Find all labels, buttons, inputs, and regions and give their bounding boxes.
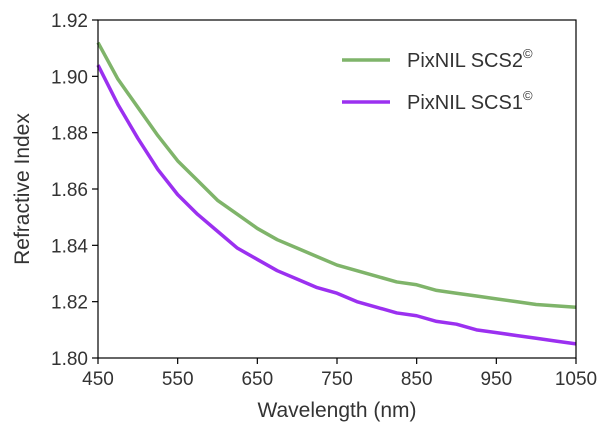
y-tick-label: 1.86 <box>51 180 88 201</box>
y-tick-label: 1.84 <box>51 236 88 257</box>
y-axis-label: Refractive Index <box>11 113 34 265</box>
y-tick-label: 1.82 <box>51 293 88 314</box>
x-tick-label: 950 <box>480 369 512 390</box>
y-tick-label: 1.92 <box>51 11 88 32</box>
x-tick-label: 550 <box>162 369 194 390</box>
legend: PixNIL SCS2© PixNIL SCS1© <box>342 46 533 114</box>
legend-label-2: PixNIL SCS1© <box>407 88 533 114</box>
x-tick-label: 750 <box>321 369 353 390</box>
x-tick-label: 450 <box>82 369 114 390</box>
series-layer <box>96 41 577 346</box>
y-tick-label: 1.80 <box>51 349 88 370</box>
series-line-2 <box>96 64 577 346</box>
x-tick-label: 650 <box>241 369 273 390</box>
y-tick-label: 1.88 <box>51 124 88 145</box>
x-axis-ticks: 450 550 650 750 850 950 1050 <box>82 358 597 390</box>
x-axis-label: Wavelength (nm) <box>257 399 416 422</box>
legend-label-1: PixNIL SCS2© <box>407 46 533 72</box>
x-tick-label: 1050 <box>555 369 597 390</box>
y-axis-ticks: 1.80 1.82 1.84 1.86 1.88 1.90 1.92 <box>51 11 98 370</box>
series-line-1 <box>96 41 577 310</box>
y-tick-label: 1.90 <box>51 67 88 88</box>
x-tick-label: 850 <box>401 369 433 390</box>
